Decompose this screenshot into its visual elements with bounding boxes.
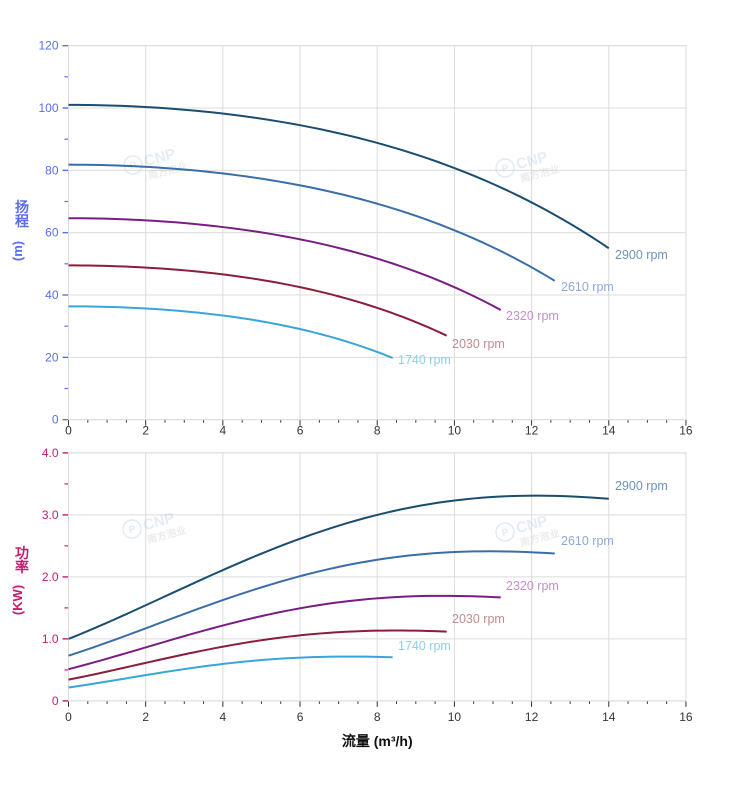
svg-text:2030 rpm: 2030 rpm: [452, 612, 505, 626]
svg-text:程: 程: [15, 213, 29, 229]
svg-text:10: 10: [448, 424, 462, 438]
svg-text:(KW): (KW): [10, 585, 25, 615]
svg-text:3.0: 3.0: [42, 508, 59, 522]
svg-text:12: 12: [525, 710, 539, 724]
svg-text:2030 rpm: 2030 rpm: [452, 337, 505, 351]
svg-text:0: 0: [65, 424, 72, 438]
svg-text:流量 (m³/h): 流量 (m³/h): [342, 733, 413, 749]
svg-text:100: 100: [38, 101, 58, 115]
svg-text:20: 20: [45, 350, 59, 364]
svg-text:4.0: 4.0: [42, 446, 59, 460]
svg-text:120: 120: [38, 39, 58, 53]
svg-text:12: 12: [525, 424, 539, 438]
svg-text:2610 rpm: 2610 rpm: [561, 534, 614, 548]
svg-text:2900 rpm: 2900 rpm: [615, 248, 668, 262]
svg-text:8: 8: [374, 424, 381, 438]
svg-text:(m): (m): [10, 241, 25, 261]
svg-text:2.0: 2.0: [42, 570, 59, 584]
svg-text:1.0: 1.0: [42, 632, 59, 646]
svg-text:0: 0: [65, 710, 72, 724]
svg-text:40: 40: [45, 288, 59, 302]
svg-text:2320 rpm: 2320 rpm: [506, 309, 559, 323]
svg-text:0: 0: [52, 413, 59, 427]
svg-text:16: 16: [679, 710, 693, 724]
svg-text:4: 4: [220, 710, 227, 724]
svg-text:60: 60: [45, 226, 59, 240]
svg-text:80: 80: [45, 163, 59, 177]
svg-text:4: 4: [220, 424, 227, 438]
svg-text:16: 16: [679, 424, 693, 438]
svg-text:2610 rpm: 2610 rpm: [561, 280, 614, 294]
svg-text:6: 6: [297, 710, 304, 724]
svg-text:1740 rpm: 1740 rpm: [398, 353, 451, 367]
svg-text:2320 rpm: 2320 rpm: [506, 579, 559, 593]
svg-text:14: 14: [602, 424, 616, 438]
svg-text:6: 6: [297, 424, 304, 438]
svg-text:10: 10: [448, 710, 462, 724]
svg-text:8: 8: [374, 710, 381, 724]
svg-text:率: 率: [15, 559, 29, 575]
svg-text:0: 0: [52, 694, 59, 708]
svg-text:2900 rpm: 2900 rpm: [615, 479, 668, 493]
svg-text:14: 14: [602, 710, 616, 724]
svg-text:1740 rpm: 1740 rpm: [398, 639, 451, 653]
svg-text:2: 2: [142, 424, 149, 438]
svg-text:2: 2: [142, 710, 149, 724]
